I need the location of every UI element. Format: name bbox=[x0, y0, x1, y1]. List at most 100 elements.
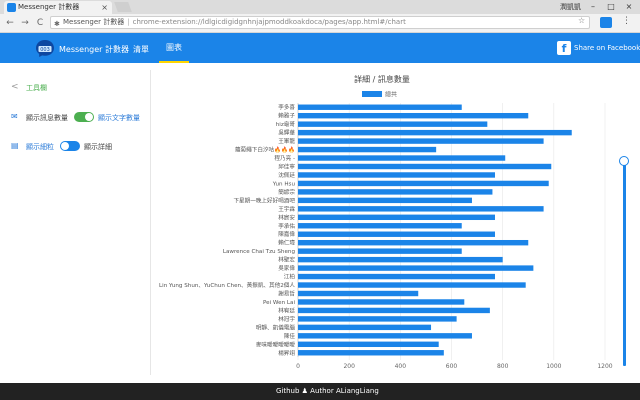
y-tick-label: 林宸安 bbox=[278, 213, 295, 221]
y-tick-label: Lin Yung Shun、YuChun Chen、黃振凱、其他2個人 bbox=[159, 281, 295, 289]
close-window-icon[interactable]: × bbox=[625, 2, 633, 11]
site-name: Messenger 計數器 bbox=[63, 18, 125, 26]
bar[interactable] bbox=[298, 239, 529, 246]
bar[interactable] bbox=[298, 341, 439, 348]
puzzle-icon: ✱ bbox=[54, 20, 60, 28]
url-separator: | bbox=[127, 18, 130, 26]
profile-label[interactable]: 潤凱凱 bbox=[560, 3, 581, 11]
chart-title: 詳細 / 訊息數量 bbox=[354, 74, 410, 84]
y-tick-label: 蘿蔔繩下白汐咕🔥🔥🔥 bbox=[235, 146, 295, 154]
bar[interactable] bbox=[298, 256, 503, 263]
bar[interactable] bbox=[298, 231, 495, 237]
bar[interactable] bbox=[298, 214, 495, 221]
bar[interactable] bbox=[298, 282, 526, 288]
x-tick-label: 1200 bbox=[597, 363, 612, 370]
y-tick-label: 陳嘉偉 bbox=[278, 230, 295, 238]
y-tick-label: hiz龜哥 bbox=[276, 120, 296, 128]
y-tick-label: 林宥廷 bbox=[278, 306, 295, 314]
svg-text:003: 003 bbox=[40, 47, 50, 53]
message-text-toggle[interactable] bbox=[74, 112, 94, 122]
bar[interactable] bbox=[298, 112, 529, 119]
y-tick-label: Yun Hsu bbox=[272, 181, 296, 187]
legend-label: 總共 bbox=[385, 91, 397, 99]
bar[interactable] bbox=[298, 189, 493, 195]
show-message-count-label: 顯示訊息數量 bbox=[26, 114, 68, 122]
y-tick-label: Pei Wen Lai bbox=[263, 300, 295, 306]
bar[interactable] bbox=[298, 155, 506, 161]
x-tick-label: 800 bbox=[497, 363, 509, 370]
bar[interactable] bbox=[298, 197, 472, 204]
bar[interactable] bbox=[298, 129, 572, 136]
toggle-knob bbox=[85, 113, 93, 121]
y-tick-label: 江柏 bbox=[284, 273, 296, 281]
nav-chart-tab[interactable]: 圖表 bbox=[159, 40, 189, 63]
y-tick-label: 賴雅子 bbox=[278, 112, 295, 120]
y-tick-label: 陳佳 bbox=[284, 332, 296, 340]
bar[interactable] bbox=[298, 206, 544, 212]
zoom-slider-track[interactable] bbox=[623, 163, 626, 366]
reload-icon[interactable]: C bbox=[36, 18, 44, 28]
y-tick-label: 李多喜 bbox=[278, 103, 295, 111]
y-tick-label: 王宇霖 bbox=[278, 205, 295, 213]
chevron-left-icon[interactable]: < bbox=[11, 82, 19, 92]
minimize-icon[interactable]: – bbox=[591, 2, 595, 11]
sidebar-title: 工具欄 bbox=[26, 84, 47, 92]
y-tick-label: 程乃亮 - bbox=[274, 154, 295, 162]
bar[interactable] bbox=[298, 104, 462, 110]
bar[interactable] bbox=[298, 146, 437, 153]
y-tick-label: 吳輝華 bbox=[278, 129, 295, 137]
address-bar: ← → C ✱ Messenger 計數器 | chrome-extension:/… bbox=[0, 14, 640, 33]
bar[interactable] bbox=[298, 248, 462, 254]
y-tick-label: 邱佳寧 bbox=[278, 163, 295, 171]
toggle-knob bbox=[61, 142, 69, 150]
y-tick-label: 謝易哲 bbox=[278, 290, 295, 298]
bar[interactable] bbox=[298, 138, 544, 144]
bar[interactable] bbox=[298, 223, 462, 229]
bar[interactable] bbox=[298, 273, 495, 280]
bar[interactable] bbox=[298, 333, 472, 339]
omnibox[interactable]: ✱ Messenger 計數器 | chrome-extension://ldlgi… bbox=[50, 16, 590, 29]
zoom-slider-handle[interactable] bbox=[619, 156, 629, 166]
bar[interactable] bbox=[298, 316, 457, 322]
bar[interactable] bbox=[298, 265, 534, 271]
bar[interactable] bbox=[298, 299, 465, 305]
legend-swatch bbox=[362, 91, 382, 97]
bar[interactable] bbox=[298, 350, 444, 356]
y-tick-label: 下星期一晚上好好喝酒吧 bbox=[233, 196, 295, 204]
y-tick-label: 沈佩廷 bbox=[278, 171, 295, 179]
new-tab-button[interactable] bbox=[114, 2, 132, 12]
y-tick-label: 李承佑 bbox=[278, 222, 295, 230]
bar[interactable] bbox=[298, 307, 490, 314]
tab-close-icon[interactable]: × bbox=[101, 3, 108, 12]
y-tick-label: 王軍龍 bbox=[278, 137, 295, 145]
y-tick-label: 明靜、凱儀電腦 bbox=[256, 323, 296, 331]
share-facebook-button[interactable]: f Share on Facebook bbox=[555, 40, 640, 58]
x-tick-label: 400 bbox=[395, 363, 407, 370]
y-tick-label: Lawrence Chai Tzu Sheng bbox=[223, 249, 296, 255]
extension-icon[interactable] bbox=[600, 17, 612, 28]
bar[interactable] bbox=[298, 163, 552, 170]
forward-icon[interactable]: → bbox=[21, 18, 29, 28]
footer-links[interactable]: Github ♟ Author ALiangLiang bbox=[276, 387, 379, 395]
bookmark-star-icon[interactable]: ☆ bbox=[578, 16, 586, 25]
bar[interactable] bbox=[298, 324, 432, 331]
browser-tab[interactable]: Messenger 計數器 × bbox=[4, 1, 112, 14]
back-icon[interactable]: ← bbox=[6, 18, 14, 28]
detail-toggle[interactable] bbox=[60, 141, 80, 151]
y-tick-label: 吳家偉 bbox=[278, 264, 295, 272]
app-tab-icon bbox=[7, 3, 16, 12]
y-tick-label: 林冠宇 bbox=[278, 315, 295, 323]
y-tick-label: 麥味曖曖曖曖曖 bbox=[256, 340, 296, 348]
document-icon: ▤ bbox=[11, 141, 19, 150]
bar[interactable] bbox=[298, 172, 495, 178]
bar[interactable] bbox=[298, 121, 488, 127]
y-tick-label: 簡諺宗 bbox=[278, 188, 295, 196]
footer bbox=[0, 383, 640, 400]
browser-menu-icon[interactable]: ⋮ bbox=[622, 16, 631, 26]
nav-list-tab[interactable]: 清單 bbox=[133, 45, 149, 54]
maximize-icon[interactable]: □ bbox=[607, 2, 615, 11]
bar[interactable] bbox=[298, 290, 419, 297]
window-controls: – □ × bbox=[584, 0, 638, 14]
bar[interactable] bbox=[298, 180, 549, 187]
url-text: chrome-extension://ldlgicdigidgnhnjajpmo… bbox=[132, 18, 406, 26]
